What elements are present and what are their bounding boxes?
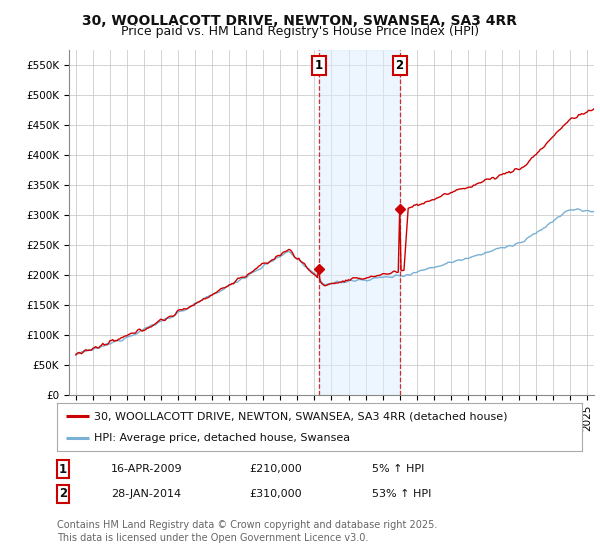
Text: Price paid vs. HM Land Registry's House Price Index (HPI): Price paid vs. HM Land Registry's House …	[121, 25, 479, 38]
Text: HPI: Average price, detached house, Swansea: HPI: Average price, detached house, Swan…	[94, 433, 350, 443]
Text: Contains HM Land Registry data © Crown copyright and database right 2025.
This d: Contains HM Land Registry data © Crown c…	[57, 520, 437, 543]
Text: £210,000: £210,000	[249, 464, 302, 474]
Text: 2: 2	[59, 487, 67, 501]
Text: £310,000: £310,000	[249, 489, 302, 499]
Text: 53% ↑ HPI: 53% ↑ HPI	[372, 489, 431, 499]
Text: 1: 1	[314, 59, 323, 72]
Text: 30, WOOLLACOTT DRIVE, NEWTON, SWANSEA, SA3 4RR (detached house): 30, WOOLLACOTT DRIVE, NEWTON, SWANSEA, S…	[94, 411, 507, 421]
Text: 16-APR-2009: 16-APR-2009	[111, 464, 182, 474]
Text: 28-JAN-2014: 28-JAN-2014	[111, 489, 181, 499]
Bar	[319, 50, 400, 395]
Text: 2: 2	[395, 59, 404, 72]
Text: 5% ↑ HPI: 5% ↑ HPI	[372, 464, 424, 474]
Text: 30, WOOLLACOTT DRIVE, NEWTON, SWANSEA, SA3 4RR: 30, WOOLLACOTT DRIVE, NEWTON, SWANSEA, S…	[83, 14, 517, 28]
Text: 1: 1	[59, 463, 67, 476]
